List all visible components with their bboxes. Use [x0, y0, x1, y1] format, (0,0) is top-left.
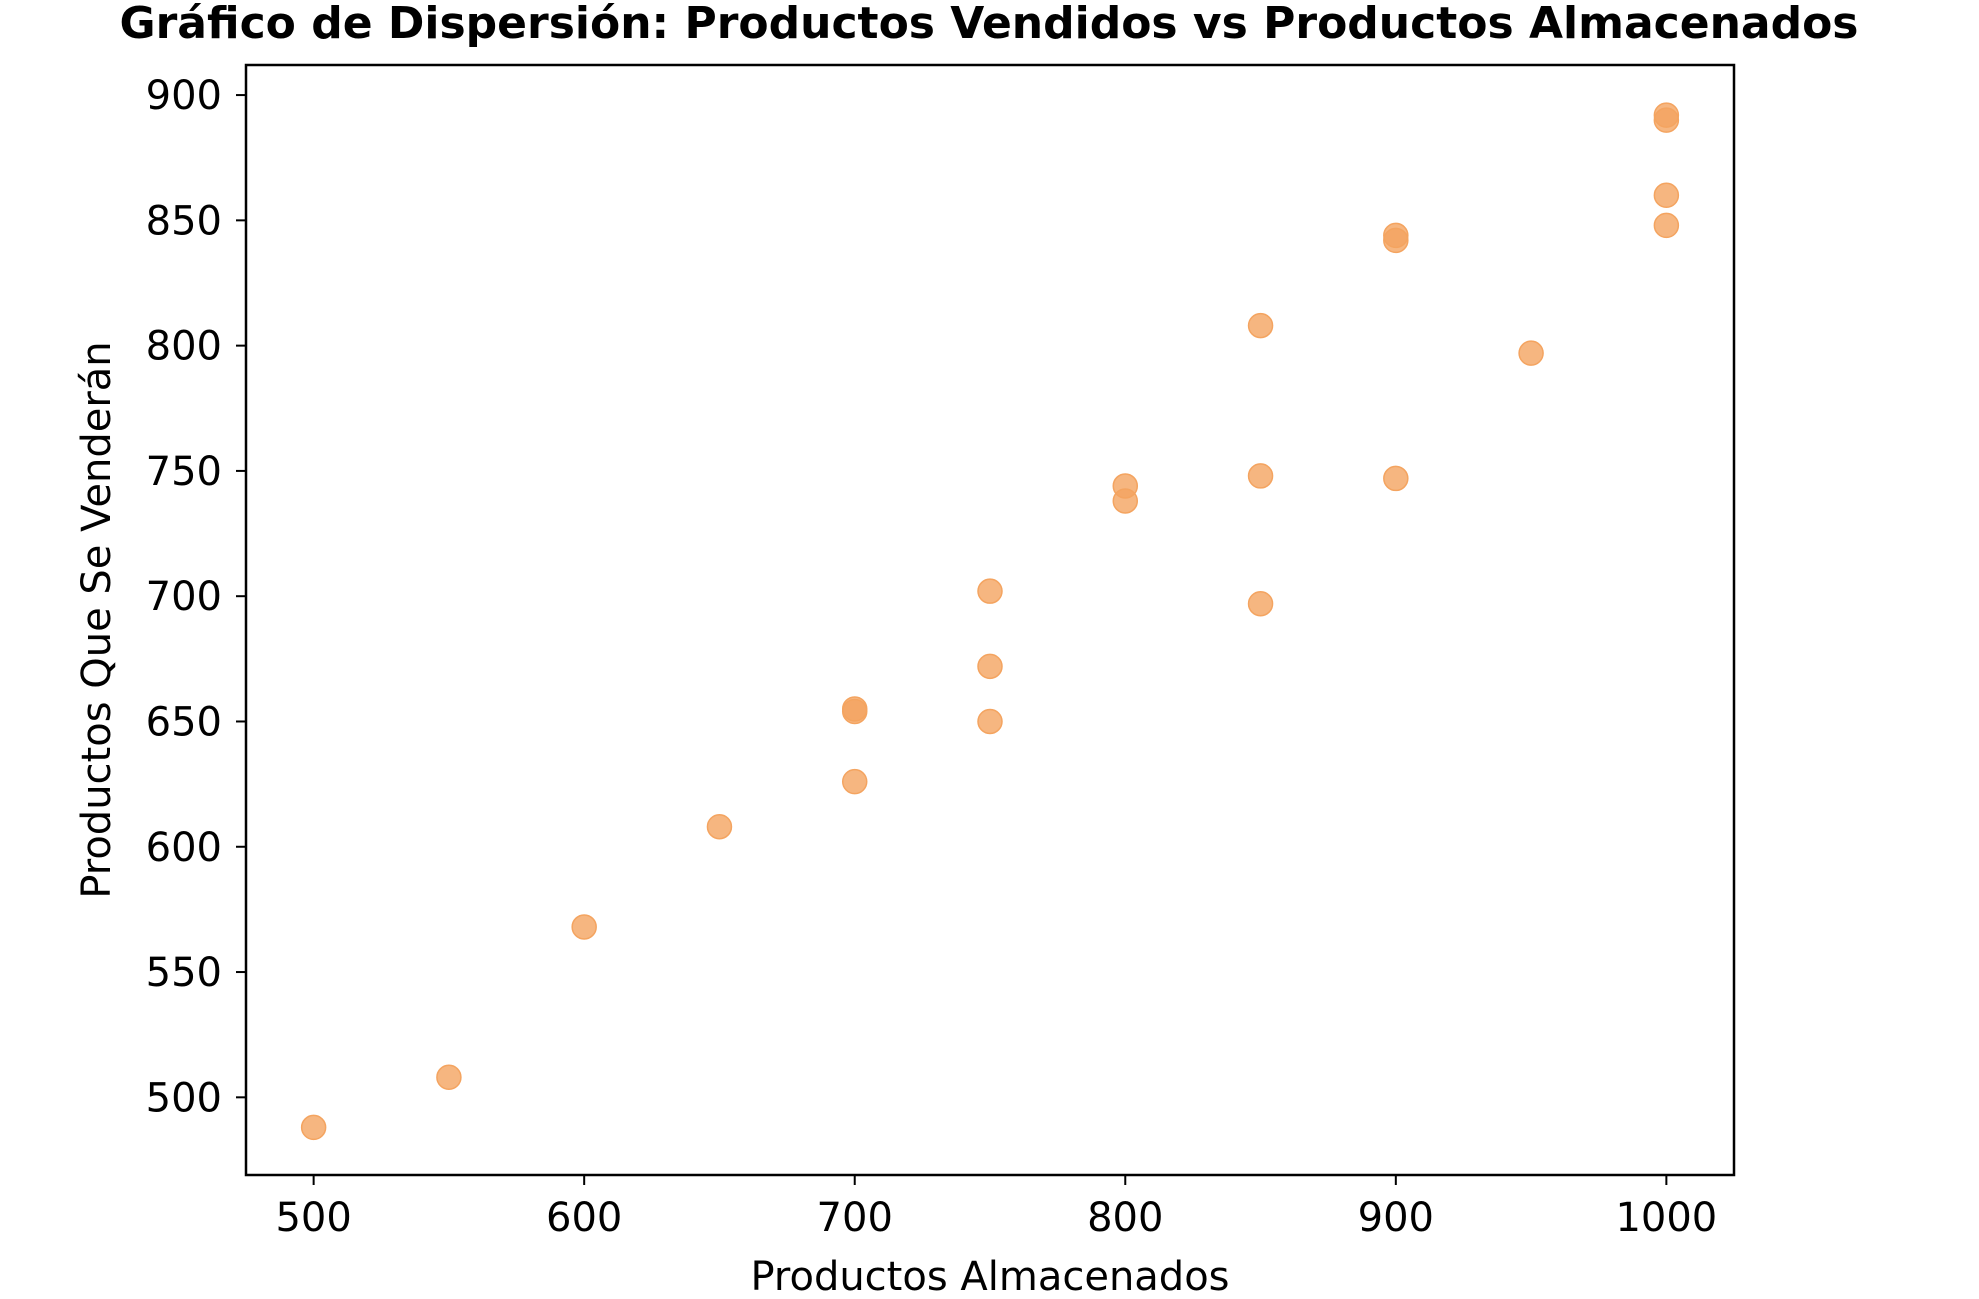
x-tick-label: 700: [817, 1195, 893, 1241]
y-tick-label: 900: [146, 73, 222, 119]
x-tick-label: 600: [546, 1195, 622, 1241]
y-tick-label: 600: [146, 825, 222, 871]
y-tick-label: 550: [146, 950, 222, 996]
data-point: [841, 696, 868, 722]
data-point: [571, 914, 597, 940]
data-point: [1247, 312, 1274, 339]
y-axis-label: Productos Que Se Venderán: [74, 341, 120, 898]
y-tick-label: 750: [146, 449, 222, 495]
data-point: [1247, 590, 1274, 617]
data-point: [1247, 463, 1274, 489]
data-point: [1112, 473, 1139, 499]
data-point: [977, 653, 1003, 680]
x-axis: 500 600 700 800 900 1000: [275, 1175, 1717, 1241]
plot-frame: [244, 63, 1736, 1177]
y-tick-label: 800: [146, 324, 222, 370]
x-tick-label: 800: [1087, 1195, 1163, 1241]
y-tick-label: 700: [146, 574, 222, 620]
data-point: [1518, 340, 1544, 366]
data-point: [1653, 212, 1680, 239]
data-point: [436, 1064, 462, 1091]
y-tick-label: 850: [146, 198, 222, 244]
data-point: [841, 768, 868, 795]
y-tick-label: 650: [146, 699, 222, 745]
data-point: [706, 813, 733, 840]
x-tick-label: 900: [1358, 1195, 1434, 1241]
data-point: [977, 708, 1003, 735]
data-point: [977, 578, 1003, 604]
x-axis-label: Productos Almacenados: [750, 1254, 1229, 1299]
chart-title: Gráfico de Dispersión: Productos Vendido…: [119, 0, 1858, 49]
data-point: [1383, 222, 1409, 249]
y-tick-label: 500: [146, 1075, 222, 1121]
x-tick-label: 1000: [1615, 1195, 1717, 1241]
data-point: [1383, 465, 1409, 492]
x-tick-label: 500: [275, 1195, 351, 1241]
data-point: [1653, 182, 1680, 209]
data-point: [1653, 102, 1680, 128]
y-axis: 500 550 600 650 700 750 800 850 900: [146, 73, 246, 1121]
data-point: [300, 1114, 327, 1141]
data-points: [300, 102, 1680, 1141]
